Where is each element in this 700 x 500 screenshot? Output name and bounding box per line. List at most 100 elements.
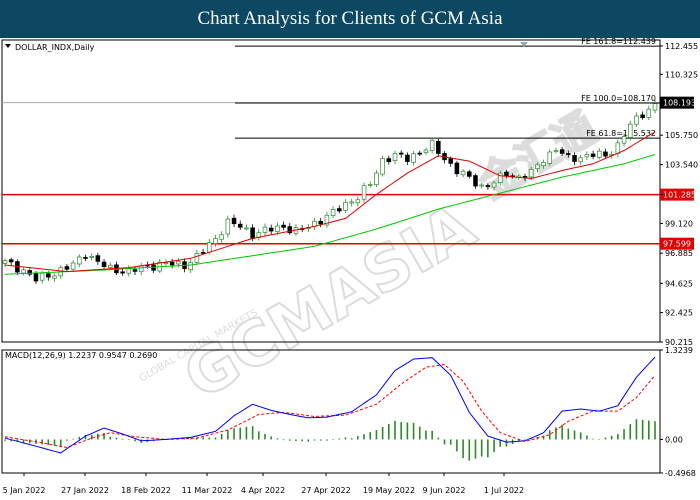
macd-histogram-bar bbox=[183, 438, 186, 440]
macd-histogram-bar bbox=[276, 438, 279, 440]
candlestick bbox=[120, 268, 125, 276]
current-price-tag bbox=[660, 96, 694, 109]
candlestick bbox=[355, 196, 361, 207]
candle-body bbox=[70, 262, 76, 270]
candlestick bbox=[275, 222, 280, 235]
macd-histogram-bar bbox=[437, 437, 440, 440]
candle-body bbox=[237, 223, 243, 228]
price-axis-label: 90.215 bbox=[665, 338, 693, 347]
candle-body bbox=[590, 153, 596, 157]
candlestick bbox=[467, 169, 472, 179]
candlestick bbox=[200, 248, 206, 255]
candlestick bbox=[367, 181, 373, 188]
macd-histogram-bar bbox=[456, 439, 458, 452]
candle-body bbox=[615, 142, 621, 154]
macd-histogram-bar bbox=[400, 422, 402, 440]
candle-body bbox=[640, 114, 645, 119]
macd-histogram-bar bbox=[369, 432, 372, 440]
candle-body bbox=[287, 226, 293, 234]
macd-histogram-bar bbox=[449, 439, 452, 445]
macd-histogram-bar bbox=[357, 436, 359, 440]
candlestick bbox=[8, 257, 14, 266]
symbol-label: DOLLAR_INDX,Daily bbox=[15, 43, 95, 52]
candlestick bbox=[454, 160, 460, 177]
candle-body bbox=[411, 153, 416, 163]
candlestick bbox=[194, 249, 200, 266]
candle-body bbox=[46, 273, 51, 278]
candlestick bbox=[281, 221, 286, 231]
candlestick bbox=[541, 159, 546, 169]
candle-body bbox=[262, 226, 268, 233]
candle-body bbox=[169, 261, 175, 266]
macd-axis-label: 1.3239 bbox=[665, 346, 693, 355]
price-axis-label: 112.455 bbox=[665, 42, 698, 51]
macd-histogram-bar bbox=[282, 439, 285, 441]
candle-body bbox=[398, 152, 404, 155]
candle-body bbox=[429, 139, 435, 151]
macd-histogram-bar bbox=[301, 439, 303, 442]
candle-body bbox=[405, 154, 410, 162]
price-axis-label: 92.425 bbox=[665, 309, 693, 318]
macd-histogram-bar bbox=[381, 426, 384, 440]
candle-body bbox=[244, 227, 249, 230]
candle-body bbox=[572, 155, 577, 162]
support-level-label: 97.599 bbox=[663, 240, 691, 249]
candle-body bbox=[188, 261, 193, 271]
macd-histogram-bar bbox=[258, 431, 260, 440]
candlestick bbox=[219, 231, 224, 243]
macd-histogram-bar bbox=[505, 439, 508, 447]
macd-histogram-bar bbox=[468, 439, 471, 461]
macd-histogram-bar bbox=[412, 422, 415, 440]
candlestick bbox=[578, 154, 583, 166]
candle-body bbox=[485, 185, 491, 187]
candle-body bbox=[547, 151, 553, 164]
candle-body bbox=[337, 208, 342, 212]
candle-body bbox=[603, 151, 608, 157]
macd-histogram-bar bbox=[22, 439, 25, 443]
candlestick bbox=[429, 137, 435, 154]
macd-histogram-bar bbox=[418, 426, 421, 440]
candle-body bbox=[597, 150, 602, 158]
macd-histogram-bar bbox=[103, 432, 105, 440]
macd-histogram-bar bbox=[443, 439, 446, 445]
candle-body bbox=[138, 265, 144, 273]
candlestick bbox=[436, 138, 441, 157]
macd-histogram-bar bbox=[208, 437, 211, 440]
macd-histogram-bar bbox=[425, 430, 427, 440]
macd-histogram-bar bbox=[128, 439, 130, 441]
candle-body bbox=[268, 227, 274, 232]
candle-body bbox=[39, 272, 45, 281]
support-level-tag bbox=[660, 188, 694, 201]
candlestick bbox=[83, 254, 88, 262]
macd-histogram-bar bbox=[480, 439, 483, 457]
macd-histogram-bar bbox=[28, 439, 31, 444]
candlestick bbox=[386, 155, 392, 165]
macd-histogram-bar bbox=[239, 427, 242, 440]
candle-body bbox=[8, 259, 14, 263]
macd-histogram-bar bbox=[344, 437, 347, 440]
candle-body bbox=[89, 256, 94, 258]
candlestick bbox=[392, 150, 398, 165]
candlestick bbox=[324, 211, 330, 228]
candle-body bbox=[634, 115, 639, 125]
candle-body bbox=[27, 270, 33, 275]
macd-histogram-bar bbox=[90, 434, 93, 440]
candle-body bbox=[2, 260, 8, 264]
candle-body bbox=[374, 172, 379, 186]
dropdown-triangle-icon[interactable] bbox=[5, 44, 11, 48]
macd-histogram-bar bbox=[542, 435, 545, 440]
candle-body bbox=[578, 157, 583, 163]
macd-histogram-bar bbox=[592, 438, 594, 440]
candle-body bbox=[120, 271, 125, 274]
support-level-label: 101.285 bbox=[663, 191, 696, 200]
banner-title: Chart Analysis for Clients of GCM Asia bbox=[0, 0, 700, 38]
candle-body bbox=[367, 184, 373, 186]
candlestick bbox=[95, 252, 101, 265]
shift-marker-icon[interactable] bbox=[520, 42, 528, 47]
candle-body bbox=[281, 224, 286, 228]
candlestick bbox=[380, 155, 385, 177]
candlestick bbox=[497, 170, 503, 186]
candle-body bbox=[448, 158, 453, 164]
candle-body bbox=[436, 140, 441, 154]
macd-histogram-bar bbox=[295, 439, 297, 441]
